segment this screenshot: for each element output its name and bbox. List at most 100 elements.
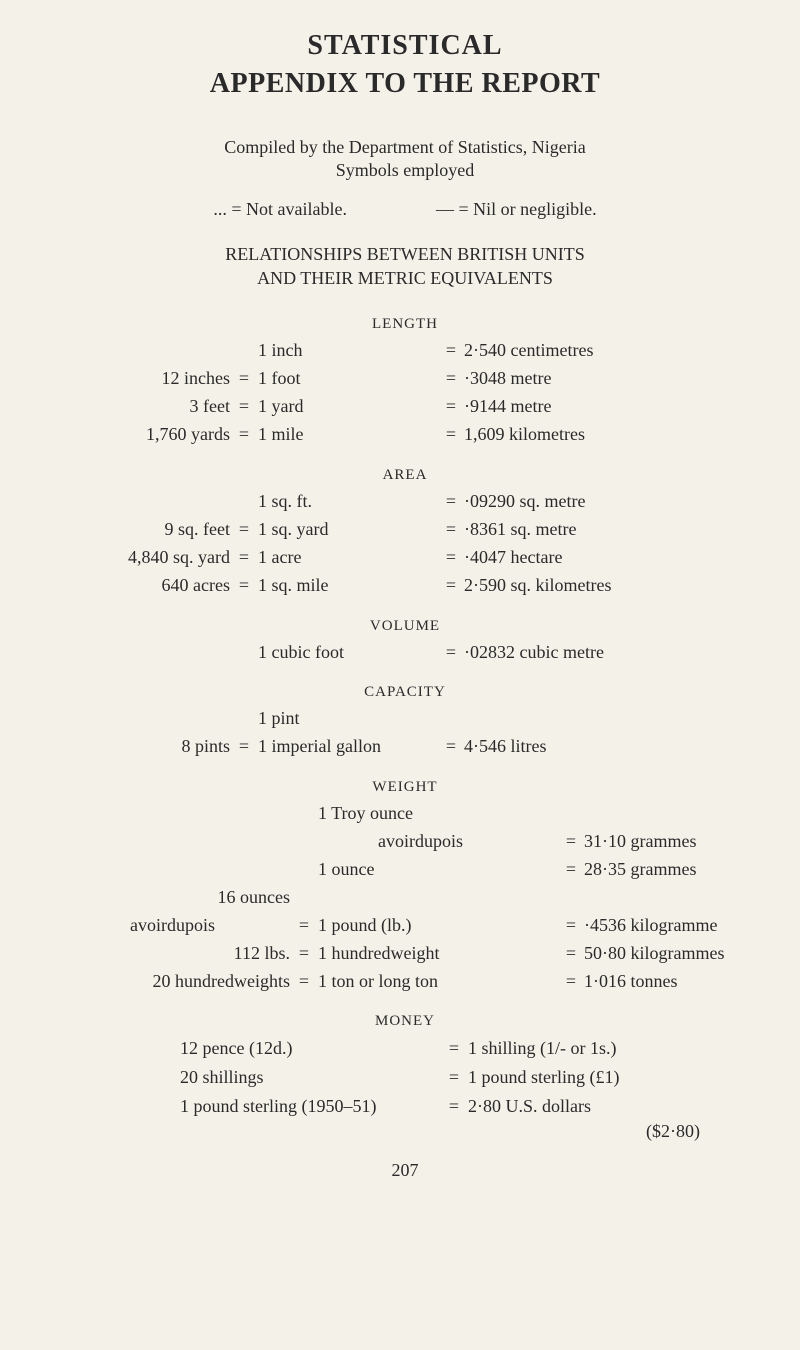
money-note: ($2·80) xyxy=(70,1121,740,1142)
table-row: 20 hundredweights=1 ton or long ton=1·01… xyxy=(70,968,740,996)
left-quantity: 20 hundredweights xyxy=(70,968,290,996)
equals-left xyxy=(290,828,318,856)
equals-left: = xyxy=(230,733,258,761)
money-right: 2·80 U.S. dollars xyxy=(468,1092,740,1121)
left-quantity: 8 pints xyxy=(70,733,230,761)
table-row: 16 ounces xyxy=(70,884,740,912)
table-row: 1,760 yards=1 mile=1,609 kilometres xyxy=(70,421,740,449)
symbol-not-available: ... = Not available. xyxy=(213,199,347,219)
symbol-definitions: ... = Not available. — = Nil or negligib… xyxy=(70,199,740,220)
left-quantity: 9 sq. feet xyxy=(70,516,230,544)
money-right: 1 shilling (1/- or 1s.) xyxy=(468,1034,740,1063)
money-left: 1 pound sterling (1950–51) xyxy=(180,1092,440,1121)
equals-right xyxy=(558,884,584,912)
right-value: ·4047 hectare xyxy=(464,544,740,572)
right-value xyxy=(464,705,740,733)
equals-left xyxy=(230,337,258,365)
table-row: 12 pence (12d.)=1 shilling (1/- or 1s.) xyxy=(180,1034,740,1063)
equals: = xyxy=(440,1063,468,1092)
left-quantity xyxy=(70,337,230,365)
middle-unit: 1 pint xyxy=(258,705,438,733)
middle-unit: 1 cubic foot xyxy=(258,639,438,667)
equals-left xyxy=(230,639,258,667)
right-value: 2·540 centimetres xyxy=(464,337,740,365)
left-quantity: 1,760 yards xyxy=(70,421,230,449)
left-quantity xyxy=(70,856,290,884)
right-value: 1,609 kilometres xyxy=(464,421,740,449)
table-row: 1 sq. ft.=·09290 sq. metre xyxy=(70,488,740,516)
equals: = xyxy=(440,1034,468,1063)
equals-right: = xyxy=(558,856,584,884)
right-value: 1·016 tonnes xyxy=(584,968,740,996)
equals-right xyxy=(558,800,584,828)
middle-unit: 1 ounce xyxy=(318,856,558,884)
table-row: 1 Troy ounce xyxy=(70,800,740,828)
right-value: 50·80 kilogrammes xyxy=(584,940,740,968)
middle-unit: 1 pound (lb.) xyxy=(318,912,558,940)
section-area-label: AREA xyxy=(70,467,740,484)
middle-unit: 1 Troy ounce xyxy=(318,800,558,828)
equals-left xyxy=(290,884,318,912)
volume-table: 1 cubic foot=·02832 cubic metre xyxy=(70,639,740,667)
money-right: 1 pound sterling (£1) xyxy=(468,1063,740,1092)
table-row: 1 ounce=28·35 grammes xyxy=(70,856,740,884)
middle-unit: 1 ton or long ton xyxy=(318,968,558,996)
equals-right: = xyxy=(438,365,464,393)
table-row: 640 acres=1 sq. mile=2·590 sq. kilometre… xyxy=(70,572,740,600)
right-value: ·8361 sq. metre xyxy=(464,516,740,544)
money-left: 12 pence (12d.) xyxy=(180,1034,440,1063)
symbols-employed: Symbols employed xyxy=(70,159,740,182)
middle-unit: 1 mile xyxy=(258,421,438,449)
right-value: ·09290 sq. metre xyxy=(464,488,740,516)
equals-right: = xyxy=(558,912,584,940)
middle-unit: 1 hundredweight xyxy=(318,940,558,968)
equals-left: = xyxy=(290,968,318,996)
equals-left xyxy=(290,800,318,828)
right-value xyxy=(584,884,740,912)
right-value: ·02832 cubic metre xyxy=(464,639,740,667)
table-row: 8 pints=1 imperial gallon=4·546 litres xyxy=(70,733,740,761)
title-appendix: APPENDIX TO THE REPORT xyxy=(70,68,740,100)
equals-left: = xyxy=(230,544,258,572)
title-statistical: STATISTICAL xyxy=(70,30,740,62)
equals-left: = xyxy=(230,516,258,544)
equals-right: = xyxy=(558,828,584,856)
table-row: 20 shillings=1 pound sterling (£1) xyxy=(180,1063,740,1092)
section-weight-label: WEIGHT xyxy=(70,779,740,796)
right-value: 2·590 sq. kilometres xyxy=(464,572,740,600)
section-capacity-label: CAPACITY xyxy=(70,684,740,701)
middle-unit: 1 sq. ft. xyxy=(258,488,438,516)
left-quantity xyxy=(70,639,230,667)
area-table: 1 sq. ft.=·09290 sq. metre9 sq. feet=1 s… xyxy=(70,488,740,600)
table-row: 1 pint xyxy=(70,705,740,733)
left-quantity: 3 feet xyxy=(70,393,230,421)
weight-table: 1 Troy ounceavoirdupois=31·10 grammes1 o… xyxy=(70,800,740,995)
equals-right: = xyxy=(438,337,464,365)
symbol-nil: — = Nil or negligible. xyxy=(436,199,597,219)
table-row: 12 inches=1 foot=·3048 metre xyxy=(70,365,740,393)
middle-unit: 1 sq. mile xyxy=(258,572,438,600)
table-row: 1 pound sterling (1950–51)=2·80 U.S. dol… xyxy=(180,1092,740,1121)
page-number: 207 xyxy=(70,1160,740,1181)
left-quantity: avoirdupois xyxy=(70,912,290,940)
equals-left: = xyxy=(290,912,318,940)
equals-right: = xyxy=(438,639,464,667)
middle-unit: avoirdupois xyxy=(318,828,558,856)
table-row: 9 sq. feet=1 sq. yard=·8361 sq. metre xyxy=(70,516,740,544)
equals-right: = xyxy=(558,968,584,996)
equals-right xyxy=(438,705,464,733)
table-row: avoirdupois=1 pound (lb.)=·4536 kilogram… xyxy=(70,912,740,940)
capacity-table: 1 pint8 pints=1 imperial gallon=4·546 li… xyxy=(70,705,740,761)
equals-right: = xyxy=(438,421,464,449)
left-quantity xyxy=(70,488,230,516)
table-row: 4,840 sq. yard=1 acre=·4047 hectare xyxy=(70,544,740,572)
relationships-line1: RELATIONSHIPS BETWEEN BRITISH UNITS xyxy=(70,242,740,266)
equals-left xyxy=(230,488,258,516)
equals-left xyxy=(290,856,318,884)
length-table: 1 inch=2·540 centimetres12 inches=1 foot… xyxy=(70,337,740,449)
left-quantity: 112 lbs. xyxy=(70,940,290,968)
table-row: avoirdupois=31·10 grammes xyxy=(70,828,740,856)
equals-left: = xyxy=(290,940,318,968)
middle-unit: 1 sq. yard xyxy=(258,516,438,544)
section-money-label: MONEY xyxy=(70,1013,740,1030)
